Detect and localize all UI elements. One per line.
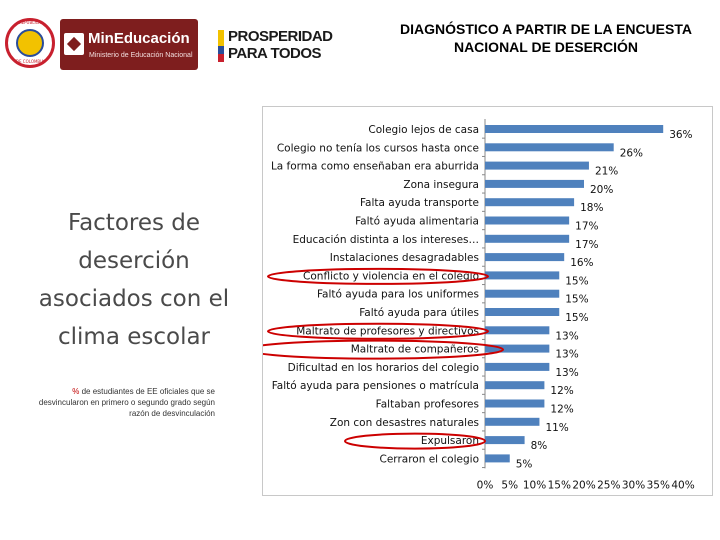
value-label: 17% xyxy=(575,239,598,251)
value-label: 12% xyxy=(550,385,573,397)
slide-title: DIAGNÓSTICO A PARTIR DE LA ENCUESTA NACI… xyxy=(400,21,692,55)
category-label: Faltaban profesores xyxy=(376,399,479,411)
category-label: Maltrato de compañeros xyxy=(351,344,479,356)
bar-chart-frame: Colegio lejos de casa 36% Colegio no tenía… xyxy=(262,106,713,496)
category-label: Educación distinta a los intereses… xyxy=(293,234,479,246)
value-label: 15% xyxy=(565,312,588,324)
category-label: Cerraron el colegio xyxy=(380,453,479,465)
value-label: 15% xyxy=(565,275,588,287)
bar xyxy=(485,234,570,243)
category-label: Conflicto y violencia en el colegio xyxy=(303,270,479,282)
coat-of-arms-icon xyxy=(16,29,44,57)
value-label: 13% xyxy=(555,330,578,342)
bar xyxy=(485,161,589,170)
slogan-line-2: PARA TODOS xyxy=(228,45,322,62)
highlight-ellipse xyxy=(344,432,486,450)
slogan-line-1: PROSPERIDAD xyxy=(228,28,333,45)
value-label: 36% xyxy=(669,129,692,141)
value-label: 26% xyxy=(620,147,643,159)
value-label: 16% xyxy=(570,257,593,269)
value-label: 21% xyxy=(595,166,618,178)
bar xyxy=(485,344,550,353)
value-label: 18% xyxy=(580,202,603,214)
bar xyxy=(485,289,560,298)
x-tick-label: 40% xyxy=(671,479,694,491)
x-tick-label: 15% xyxy=(548,479,571,491)
category-label: Dificultad en los horarios del colegio xyxy=(288,362,479,374)
bar xyxy=(485,326,550,335)
x-tick-label: 35% xyxy=(647,479,670,491)
value-label: 20% xyxy=(590,184,613,196)
ministry-subtitle: Ministerio de Educación Nacional xyxy=(89,52,193,59)
bar xyxy=(485,253,565,262)
category-label: Instalaciones desagradables xyxy=(330,252,479,264)
value-label: 12% xyxy=(550,404,573,416)
category-label: Faltó ayuda alimentaria xyxy=(355,216,479,228)
value-label: 5% xyxy=(516,458,533,470)
note-text: de estudiantes de EE oficiales que se de… xyxy=(38,387,215,418)
category-label: La forma como enseñaban era aburrida xyxy=(271,161,479,173)
bar xyxy=(485,308,560,316)
category-label: Colegio lejos de casa xyxy=(368,124,479,136)
x-tick-label: 20% xyxy=(572,479,595,491)
ministry-logo: MinEducación Ministerio de Educación Nac… xyxy=(60,19,198,70)
value-label: 13% xyxy=(555,367,578,379)
prosperidad-logo: PROSPERIDAD PARA TODOS xyxy=(218,28,343,64)
bar xyxy=(485,417,540,426)
ministry-badge-icon xyxy=(64,33,84,55)
bar xyxy=(485,454,510,463)
bar xyxy=(485,216,570,225)
bar xyxy=(485,143,614,152)
x-tick-label: 10% xyxy=(523,479,546,491)
bar xyxy=(485,125,664,133)
value-label: 15% xyxy=(565,294,588,306)
bar xyxy=(485,362,550,371)
section-heading: Factores de deserción asociados con el c… xyxy=(38,210,230,350)
value-label: 11% xyxy=(545,422,568,434)
category-label: Zon con desastres naturales xyxy=(330,417,479,429)
category-label: Faltó ayuda para los uniformes xyxy=(317,289,479,301)
highlight-ellipse xyxy=(267,322,489,340)
bar xyxy=(485,436,525,445)
seal-top-text: REPÚBLICA xyxy=(18,20,42,25)
category-label: Expulsaron xyxy=(421,435,479,447)
category-label: Zona insegura xyxy=(403,179,479,191)
category-label: Faltó ayuda para pensiones o matrícula xyxy=(272,380,479,392)
category-label: Colegio no tenía los cursos hasta once xyxy=(277,142,479,154)
flag-stripe-icon xyxy=(218,30,224,62)
category-label: Falta ayuda transporte xyxy=(360,197,479,209)
chart-note: % de estudiantes de EE oficiales que se … xyxy=(30,386,215,419)
highlight-ellipse xyxy=(267,267,489,285)
colombia-seal-logo: REPÚBLICA DE COLOMBIA xyxy=(5,18,55,68)
bar xyxy=(485,179,584,188)
bar xyxy=(485,198,575,207)
note-percent-symbol: % xyxy=(72,387,80,396)
bar xyxy=(485,399,545,408)
seal-bottom-text: DE COLOMBIA xyxy=(15,59,45,64)
category-label: Maltrato de profesores y directivos xyxy=(296,325,479,337)
value-label: 17% xyxy=(575,221,598,233)
bar-chart: Colegio lejos de casa 36% Colegio no tenía… xyxy=(263,119,695,491)
bar xyxy=(485,271,560,280)
x-tick-label: 5% xyxy=(501,479,518,491)
x-tick-label: 30% xyxy=(622,479,645,491)
ministry-name: MinEducación xyxy=(88,30,190,47)
bar xyxy=(485,381,545,390)
value-label: 8% xyxy=(531,440,548,452)
value-label: 13% xyxy=(555,349,578,361)
category-label: Faltó ayuda para útiles xyxy=(359,307,479,319)
x-tick-label: 25% xyxy=(597,479,620,491)
x-tick-label: 0% xyxy=(477,479,494,491)
highlight-ellipse xyxy=(263,339,504,360)
